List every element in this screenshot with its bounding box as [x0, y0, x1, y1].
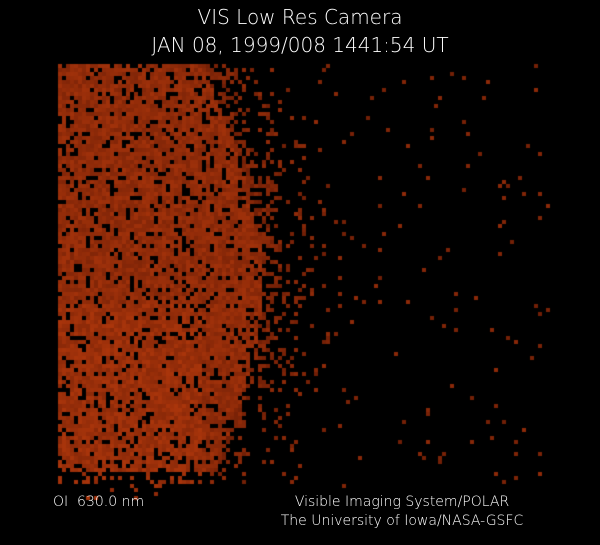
instrument-label: Visible Imaging System/POLAR [294, 494, 510, 510]
filter-wavelength-label: OI 630.0 nm [53, 494, 145, 510]
image-timestamp: JAN 08, 1999/008 1441:54 UT [151, 33, 449, 57]
image-title: VIS Low Res Camera [197, 5, 403, 29]
institution-label: The University of Iowa/NASA-GSFC [280, 513, 524, 529]
